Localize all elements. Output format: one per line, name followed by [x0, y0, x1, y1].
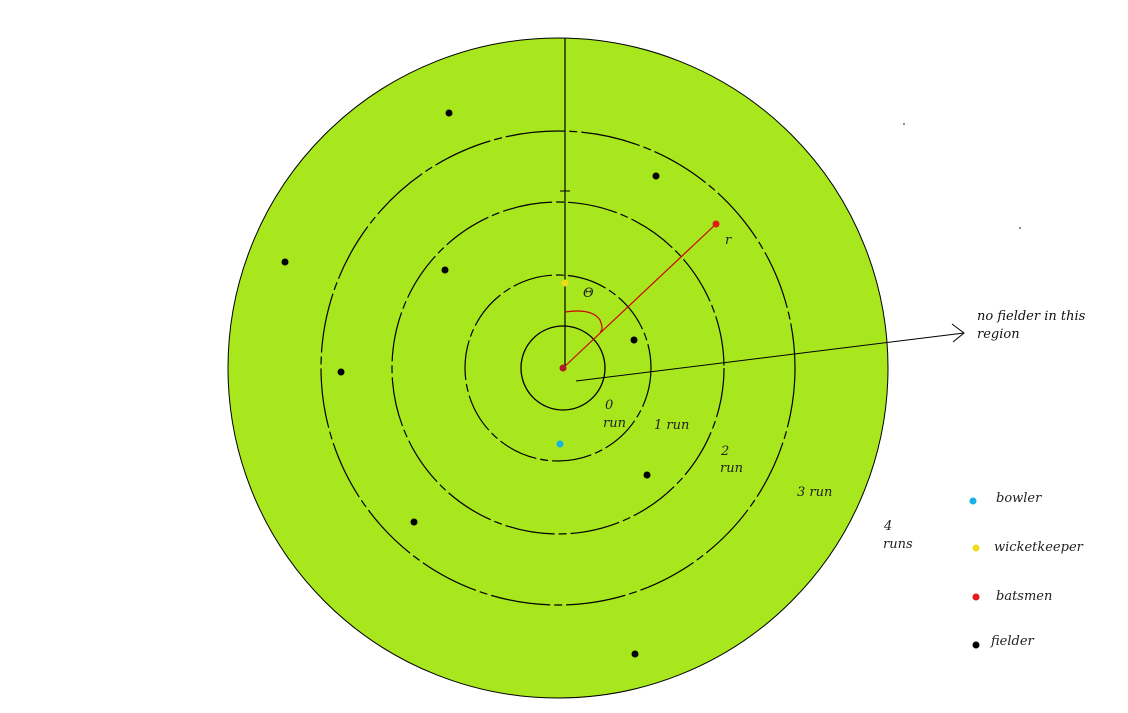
legend-fielder-label: fielder	[990, 634, 1035, 649]
zone-3-label: 3 run	[797, 485, 832, 500]
bowler-marker	[556, 440, 564, 448]
wicketkeeper-marker	[561, 279, 569, 287]
legend-wicketkeeper-label: wicketkeeper	[994, 540, 1084, 555]
ring-3-run	[320, 130, 796, 606]
field-boundary	[227, 37, 889, 699]
speck	[903, 123, 905, 125]
fielder-marker	[652, 172, 660, 180]
fielder-marker	[337, 368, 345, 376]
theta-arc	[564, 310, 603, 333]
radius-label: r	[725, 233, 732, 248]
fielder-marker	[441, 266, 449, 274]
annotation-arrowhead	[951, 323, 965, 343]
annotation-line-2: region	[977, 327, 1020, 342]
zone-2-number: 2	[720, 444, 729, 459]
fielder-marker	[643, 471, 651, 479]
legend-batsmen-swatch	[972, 593, 980, 601]
zone-2-unit: run	[720, 461, 743, 476]
legend-wicketkeeper-swatch	[972, 544, 980, 552]
theta-label: Θ	[583, 286, 594, 301]
zone-4-unit: runs	[883, 537, 913, 552]
fielder-marker	[281, 258, 289, 266]
fielder-marker	[631, 650, 639, 658]
annotation-arrow-line	[575, 332, 965, 382]
ring-1-run	[464, 274, 652, 462]
zone-0-number: 0	[605, 398, 613, 413]
legend-fielder-swatch	[972, 641, 980, 649]
fielder-marker	[630, 336, 638, 344]
zone-4-number: 4	[883, 519, 892, 534]
legend: bowler wicketkeeper batsmen fielder	[969, 491, 1084, 649]
fielder-marker	[410, 518, 418, 526]
radius-line	[562, 223, 717, 369]
legend-bowler-label: bowler	[996, 491, 1042, 506]
ring-2-run	[391, 201, 725, 535]
ring-0-run	[520, 325, 606, 411]
batsmen-marker	[559, 364, 567, 372]
legend-batsmen-label: batsmen	[996, 589, 1052, 604]
legend-bowler-swatch	[969, 497, 977, 505]
batsmen-marker-far	[712, 220, 720, 228]
zone-0-unit: run	[603, 416, 626, 431]
speck	[1019, 227, 1021, 229]
fielder-marker	[445, 109, 453, 117]
annotation-line-1: no fielder in this	[977, 309, 1086, 324]
zone-1-label: 1 run	[654, 418, 689, 433]
